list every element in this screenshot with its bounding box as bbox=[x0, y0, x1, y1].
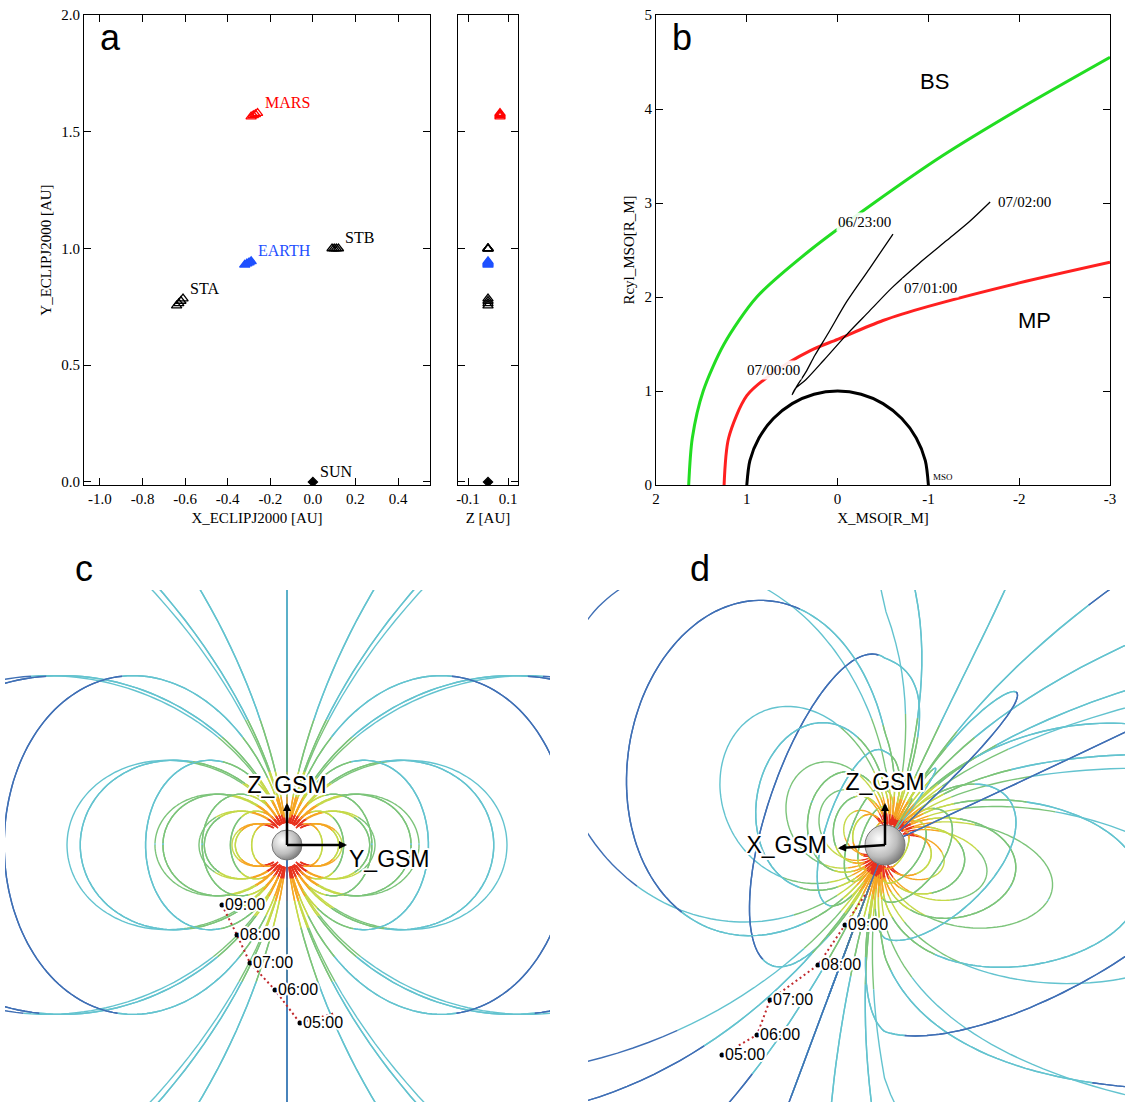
svg-text:-1: -1 bbox=[922, 491, 935, 507]
svg-text:09:00: 09:00 bbox=[225, 896, 265, 913]
svg-text:SUN: SUN bbox=[320, 463, 352, 480]
svg-text:-0.8: -0.8 bbox=[131, 491, 155, 507]
svg-text:-3: -3 bbox=[1104, 491, 1117, 507]
svg-text:07:00: 07:00 bbox=[253, 954, 293, 971]
svg-text:09:00: 09:00 bbox=[848, 916, 888, 933]
svg-text:a: a bbox=[100, 17, 121, 58]
svg-text:Z [AU]: Z [AU] bbox=[466, 510, 511, 526]
svg-text:Z_GSM: Z_GSM bbox=[845, 769, 924, 795]
svg-text:06:00: 06:00 bbox=[760, 1026, 800, 1043]
svg-text:STA: STA bbox=[190, 280, 219, 297]
svg-text:X_ECLIPJ2000 [AU]: X_ECLIPJ2000 [AU] bbox=[191, 510, 322, 526]
svg-text:3: 3 bbox=[645, 195, 653, 211]
svg-text:Y_GSM: Y_GSM bbox=[349, 846, 430, 872]
svg-text:08:00: 08:00 bbox=[821, 956, 861, 973]
svg-text:Y_ECLIPJ2000 [AU]: Y_ECLIPJ2000 [AU] bbox=[38, 184, 54, 315]
svg-text:06/23:00: 06/23:00 bbox=[838, 214, 891, 230]
svg-text:2: 2 bbox=[645, 289, 653, 305]
svg-text:X_GSM: X_GSM bbox=[746, 832, 827, 858]
svg-text:0: 0 bbox=[834, 491, 842, 507]
svg-text:d: d bbox=[690, 548, 710, 589]
svg-text:0: 0 bbox=[645, 477, 653, 493]
svg-text:-0.4: -0.4 bbox=[216, 491, 240, 507]
svg-text:0.2: 0.2 bbox=[346, 491, 365, 507]
svg-text:b: b bbox=[672, 17, 692, 58]
svg-text:X_MSO[R_M]: X_MSO[R_M] bbox=[837, 510, 929, 526]
svg-text:STB: STB bbox=[345, 229, 374, 246]
svg-text:1.5: 1.5 bbox=[61, 124, 80, 140]
svg-text:MSO: MSO bbox=[933, 472, 953, 482]
svg-text:07/01:00: 07/01:00 bbox=[904, 280, 957, 296]
svg-text:EARTH: EARTH bbox=[258, 242, 311, 259]
svg-text:06:00: 06:00 bbox=[278, 981, 318, 998]
svg-text:1: 1 bbox=[743, 491, 751, 507]
svg-text:08:00: 08:00 bbox=[240, 926, 280, 943]
svg-text:0.1: 0.1 bbox=[499, 491, 518, 507]
svg-text:MARS: MARS bbox=[265, 94, 310, 111]
svg-text:-0.2: -0.2 bbox=[258, 491, 282, 507]
svg-text:Rcyl_MSO[R_M]: Rcyl_MSO[R_M] bbox=[621, 195, 637, 304]
svg-text:BS: BS bbox=[920, 69, 949, 94]
svg-text:05:00: 05:00 bbox=[303, 1014, 343, 1031]
svg-text:MP: MP bbox=[1018, 308, 1051, 333]
svg-text:0.5: 0.5 bbox=[61, 357, 80, 373]
svg-text:07/02:00: 07/02:00 bbox=[998, 194, 1051, 210]
svg-text:-2: -2 bbox=[1013, 491, 1025, 507]
svg-text:0.0: 0.0 bbox=[304, 491, 323, 507]
svg-text:07/00:00: 07/00:00 bbox=[747, 362, 800, 378]
svg-text:2.0: 2.0 bbox=[61, 7, 80, 23]
svg-text:1: 1 bbox=[645, 383, 653, 399]
svg-text:0.4: 0.4 bbox=[389, 491, 408, 507]
svg-text:-0.6: -0.6 bbox=[173, 491, 197, 507]
svg-text:2: 2 bbox=[652, 491, 660, 507]
svg-text:0.0: 0.0 bbox=[61, 474, 80, 490]
svg-text:-0.1: -0.1 bbox=[456, 491, 480, 507]
svg-text:Z_GSM: Z_GSM bbox=[247, 772, 326, 798]
svg-text:5: 5 bbox=[645, 7, 653, 23]
svg-text:-1.0: -1.0 bbox=[88, 491, 112, 507]
svg-text:4: 4 bbox=[645, 101, 653, 117]
svg-text:1.0: 1.0 bbox=[61, 241, 80, 257]
svg-text:c: c bbox=[75, 548, 93, 589]
svg-text:07:00: 07:00 bbox=[773, 991, 813, 1008]
svg-text:05:00: 05:00 bbox=[725, 1046, 765, 1063]
